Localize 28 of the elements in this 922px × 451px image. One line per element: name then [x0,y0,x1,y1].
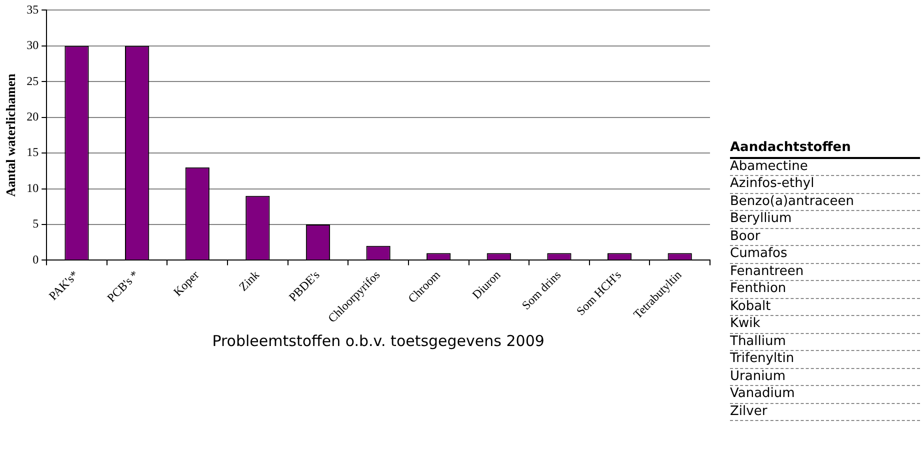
text: Fenthion [730,281,920,298]
x-tick-label: Zink [236,268,262,294]
y-tick-label: 30 [26,38,39,52]
text: Aandachtstoffen [730,140,920,158]
y-tick-label: 20 [26,110,39,124]
y-tick-label: 15 [26,145,39,160]
text: Abamectine [730,158,920,176]
y-tick-label: 25 [26,74,39,88]
text: Vanadium [730,386,920,404]
text: Trifenyltin [730,351,920,368]
text: Beryllium [730,211,920,228]
text: Cumafos [730,246,920,264]
text: Azinfos-ethyl [730,176,920,194]
x-tick-label: Som drins [519,268,564,312]
text: Benzo(a)antraceen [730,194,920,211]
y-tick-label: 0 [32,252,39,266]
x-axis-title: Probleemtstoffen o.b.v. toetsgegevens 2009 [212,332,544,350]
y-axis-title: Aantal waterlichamen [3,72,18,197]
text: Kobalt [730,298,920,316]
text: Kwik [730,316,920,334]
text: Boor [730,228,920,246]
y-tick-label: 10 [26,180,39,195]
text: Fenantreen [730,264,920,281]
text: Thallium [730,334,920,351]
y-tick-label: 35 [26,2,39,16]
text: Uranium [730,368,920,386]
text: Zilver [730,404,920,421]
y-tick-label: 5 [32,216,39,231]
